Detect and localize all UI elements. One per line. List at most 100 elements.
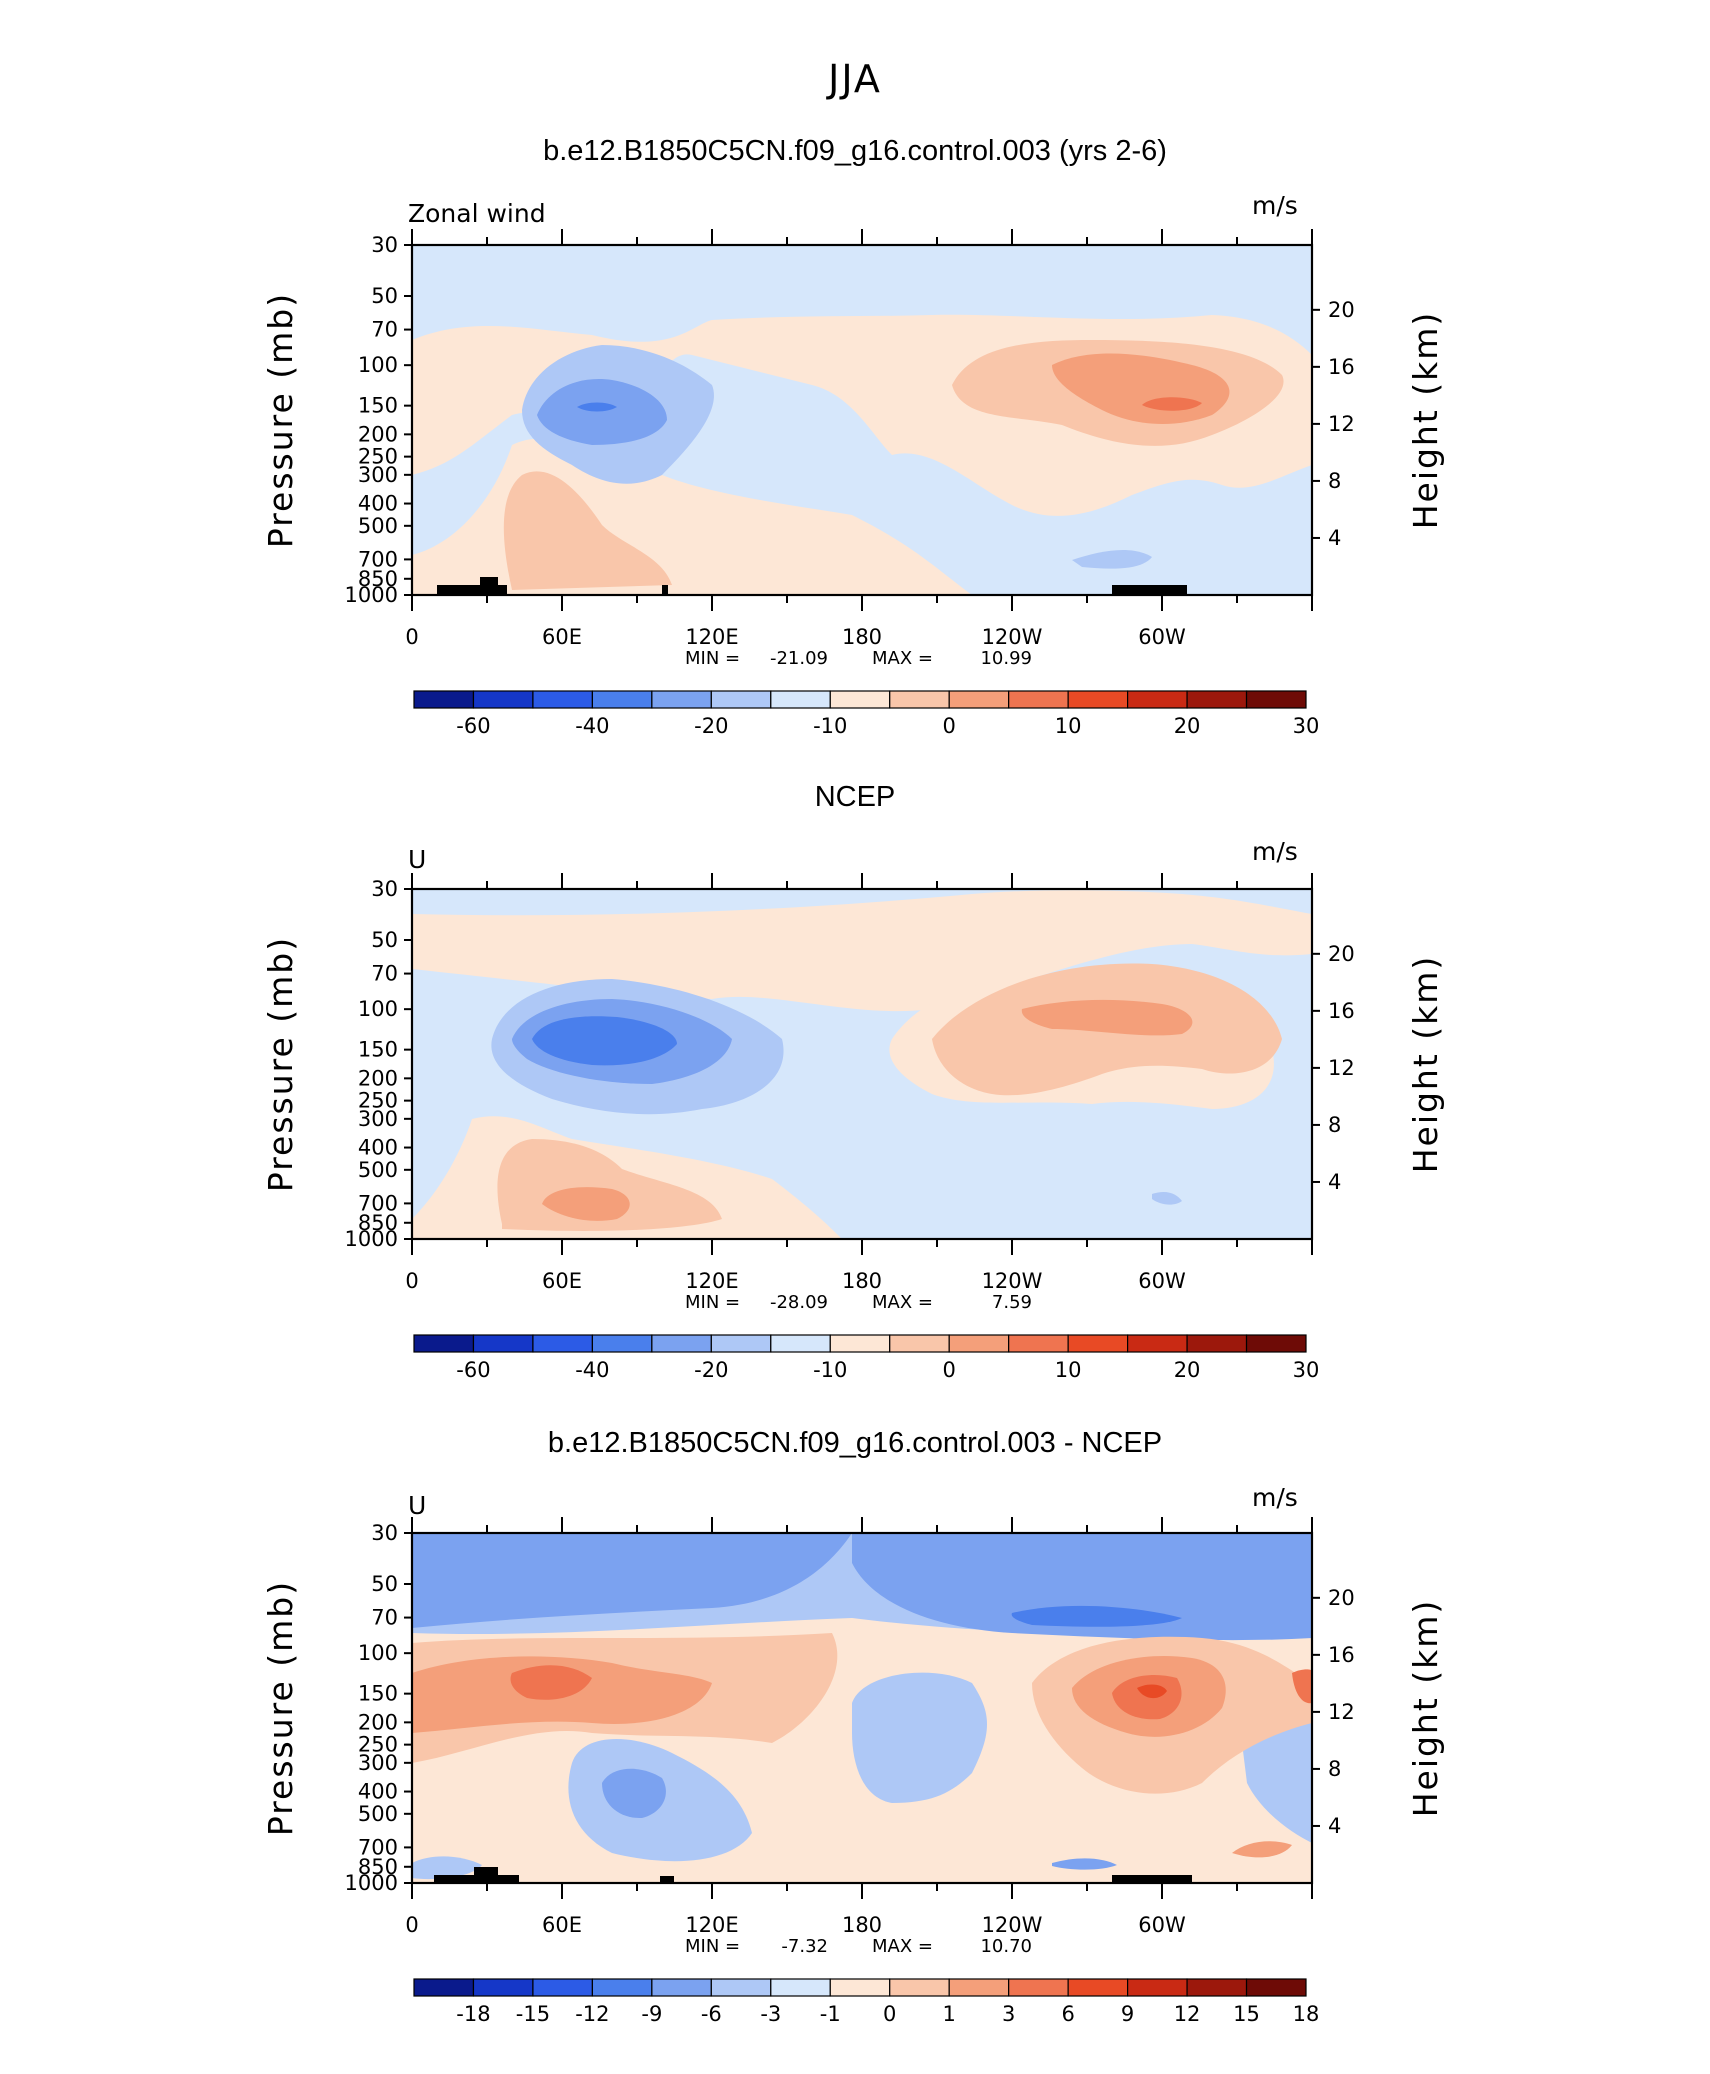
upper-negative bbox=[412, 1533, 852, 1628]
colorbar-box bbox=[1008, 1978, 1069, 1997]
pressure-tick-label: 300 bbox=[358, 463, 398, 487]
lon-tick-label: 60W bbox=[1138, 1269, 1186, 1293]
pressure-tick-label: 100 bbox=[358, 997, 398, 1021]
figure-title: JJA bbox=[826, 57, 882, 101]
pressure-tick-label: 400 bbox=[358, 1136, 398, 1160]
height-tick-label: 8 bbox=[1328, 1757, 1341, 1781]
height-tick-label: 20 bbox=[1328, 942, 1355, 966]
colorbar-box bbox=[1008, 690, 1069, 709]
colorbar-box bbox=[651, 1978, 712, 1997]
height-tick-label: 20 bbox=[1328, 298, 1355, 322]
lon-tick-label: 120W bbox=[982, 1913, 1043, 1937]
colorbar-label: -1 bbox=[820, 2002, 841, 2026]
panel-model: b.e12.B1850C5CN.f09_g16.control.003 (yrs… bbox=[261, 135, 1445, 738]
left-label: U bbox=[408, 1491, 426, 1520]
pressure-tick-label: 500 bbox=[358, 514, 398, 538]
lon-tick-label: 180 bbox=[842, 625, 882, 649]
height-tick-label: 16 bbox=[1328, 999, 1355, 1023]
contour-field bbox=[412, 1533, 1312, 1883]
colorbar-box bbox=[1186, 690, 1248, 709]
units-label: m/s bbox=[1252, 1483, 1298, 1512]
max-label: MAX = bbox=[872, 1292, 933, 1313]
height-tick-label: 12 bbox=[1328, 412, 1355, 436]
pressure-tick-label: 30 bbox=[371, 1521, 398, 1545]
panel-difference: b.e12.B1850C5CN.f09_g16.control.003 - NC… bbox=[261, 1427, 1445, 2026]
pressure-tick-label: 70 bbox=[371, 1606, 398, 1630]
max-label: MAX = bbox=[872, 1936, 933, 1957]
colorbar-box bbox=[591, 690, 653, 709]
panel-title: b.e12.B1850C5CN.f09_g16.control.003 - NC… bbox=[548, 1427, 1162, 1459]
colorbar-label: 20 bbox=[1174, 1358, 1201, 1382]
contour-field bbox=[412, 889, 1312, 1239]
colorbar-box bbox=[1186, 1978, 1248, 1997]
colorbar-label: -10 bbox=[813, 1358, 847, 1382]
colorbar-box bbox=[413, 1978, 475, 1997]
height-tick-label: 20 bbox=[1328, 1586, 1355, 1610]
colorbar-label: -10 bbox=[813, 714, 847, 738]
colorbar-box bbox=[591, 1334, 653, 1353]
easterly-max bbox=[577, 402, 617, 412]
colorbar-box bbox=[532, 1334, 594, 1353]
y-axis-label: Pressure (mb) bbox=[261, 1580, 300, 1836]
positive-right-edge bbox=[1292, 1669, 1312, 1704]
colorbar-label: 9 bbox=[1121, 2002, 1134, 2026]
min-value: -21.09 bbox=[770, 648, 828, 669]
pressure-tick-label: 200 bbox=[358, 1066, 398, 1090]
colorbar-label: 0 bbox=[943, 714, 956, 738]
y-axis-right-label: Height (km) bbox=[1406, 311, 1445, 530]
pressure-tick-label: 150 bbox=[358, 394, 398, 418]
height-tick-label: 4 bbox=[1328, 526, 1341, 550]
pressure-tick-label: 250 bbox=[358, 1733, 398, 1757]
mid-negative-east bbox=[1242, 1721, 1312, 1843]
upper-negative-core bbox=[1011, 1605, 1182, 1627]
min-label: MIN = bbox=[685, 648, 740, 669]
easterly-core bbox=[537, 379, 667, 445]
surface-negative bbox=[412, 1856, 482, 1880]
colorbar-label: -60 bbox=[456, 1358, 490, 1382]
colorbar-box bbox=[770, 690, 831, 709]
left-label: Zonal wind bbox=[408, 199, 546, 228]
lower-negative-core bbox=[602, 1768, 666, 1819]
topography bbox=[474, 1867, 498, 1877]
colorbar-label: -60 bbox=[456, 714, 490, 738]
colorbar-box bbox=[889, 1978, 950, 1997]
max-value: 7.59 bbox=[992, 1292, 1032, 1313]
topography bbox=[1112, 1875, 1192, 1883]
pressure-tick-label: 700 bbox=[358, 1835, 398, 1859]
colorbar-label: -3 bbox=[760, 2002, 781, 2026]
min-label: MIN = bbox=[685, 1292, 740, 1313]
colorbar-label: -12 bbox=[575, 2002, 609, 2026]
colorbar-box bbox=[889, 690, 950, 709]
lon-tick-label: 60E bbox=[542, 1913, 582, 1937]
lon-tick-label: 180 bbox=[842, 1269, 882, 1293]
colorbar-box bbox=[770, 1334, 831, 1353]
lon-tick-label: 0 bbox=[405, 1269, 418, 1293]
pressure-tick-label: 250 bbox=[358, 445, 398, 469]
colorbar-label: -40 bbox=[575, 1358, 609, 1382]
pressure-tick-label: 850 bbox=[358, 567, 398, 591]
topography bbox=[660, 1876, 674, 1883]
left-label: U bbox=[408, 845, 426, 874]
colorbar-label: -40 bbox=[575, 714, 609, 738]
contour-field bbox=[412, 245, 1312, 595]
pressure-tick-label: 200 bbox=[358, 422, 398, 446]
lon-tick-label: 0 bbox=[405, 625, 418, 649]
pressure-tick-label: 30 bbox=[371, 233, 398, 257]
colorbar-label: 30 bbox=[1293, 714, 1320, 738]
units-label: m/s bbox=[1252, 837, 1298, 866]
colorbar-box bbox=[591, 1978, 653, 1997]
height-tick-label: 12 bbox=[1328, 1056, 1355, 1080]
upper-positive-region bbox=[412, 890, 1312, 1012]
colorbar-label: 0 bbox=[883, 2002, 896, 2026]
lon-tick-label: 0 bbox=[405, 1913, 418, 1937]
colorbar-box bbox=[948, 1334, 1010, 1353]
pressure-tick-label: 700 bbox=[358, 547, 398, 571]
lon-tick-label: 120W bbox=[982, 1269, 1043, 1293]
pressure-tick-label: 250 bbox=[358, 1089, 398, 1113]
colorbar-box bbox=[472, 1978, 534, 1997]
jet-west-core bbox=[1021, 999, 1193, 1036]
easterly-max bbox=[532, 1016, 677, 1066]
pressure-tick-label: 150 bbox=[358, 1038, 398, 1062]
pressure-tick-label: 50 bbox=[371, 928, 398, 952]
